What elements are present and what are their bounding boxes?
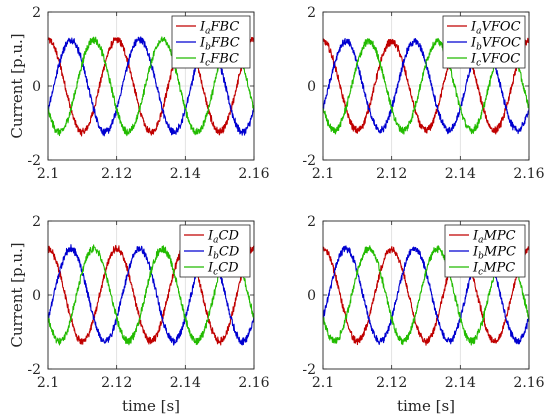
x-tick-label: 2.1 [312,166,334,182]
x-tick-label: 2.12 [101,375,132,391]
x-tick-label: 2.16 [513,375,544,391]
legend-entry: IaCD [207,229,239,246]
y-tick-label: 2 [307,214,316,230]
legend-entry: IbCD [207,245,240,262]
legend-entry: IcVFOC [470,52,520,69]
x-tick-label: 2.1 [37,166,59,182]
x-tick-label: 2.14 [170,166,201,182]
x-tick-label: 2.16 [513,166,544,182]
y-tick-label: 2 [307,5,316,21]
y-tick-label: 0 [32,288,41,304]
legend-entry: IbFBC [199,36,240,53]
series-line-IaMPC [322,245,530,346]
legend-entry: IbMPC [472,245,516,262]
x-tick-label: 2.1 [312,375,334,391]
y-tick-label: 0 [307,288,316,304]
y-tick-label: 2 [32,214,41,230]
x-axis-label: time [s] [122,397,180,415]
legend-entry: IbVFOC [470,36,521,53]
x-tick-label: 2.14 [170,375,201,391]
y-axis-label: Current [p.u.] [8,33,26,138]
x-tick-label: 2.12 [376,166,407,182]
legend-entry: IaFBC [199,20,239,37]
x-tick-label: 2.16 [238,166,269,182]
x-tick-label: 2.12 [376,375,407,391]
y-tick-label: -2 [302,362,316,378]
legend-entry: IaVFOC [470,20,521,37]
legend-entry: IcCD [207,261,239,278]
x-tick-label: 2.12 [101,166,132,182]
series-line-IaFBC [47,36,255,137]
x-axis-label: time [s] [397,397,455,415]
x-tick-label: 2.14 [445,166,476,182]
y-tick-label: -2 [27,153,41,169]
legend-entry: IcMPC [472,261,515,278]
series-line-IaCD [47,244,255,346]
y-tick-label: 0 [307,79,316,95]
y-axis-label: Current [p.u.] [8,242,26,347]
y-tick-label: 2 [32,5,41,21]
y-tick-label: 0 [32,79,41,95]
x-tick-label: 2.16 [238,375,269,391]
panel-4: 2.1 2.12 2.14 2.16 2 0 -2 time [s] IaMPCIbMPCIcM… [302,214,544,415]
x-tick-label: 2.14 [445,375,476,391]
x-tick-label: 2.1 [37,375,59,391]
legend-entry: IcFBC [199,52,239,69]
series-line-IaVFOC [322,37,530,135]
legend-entry: IaMPC [472,229,516,246]
y-tick-label: -2 [302,153,316,169]
y-tick-label: -2 [27,362,41,378]
